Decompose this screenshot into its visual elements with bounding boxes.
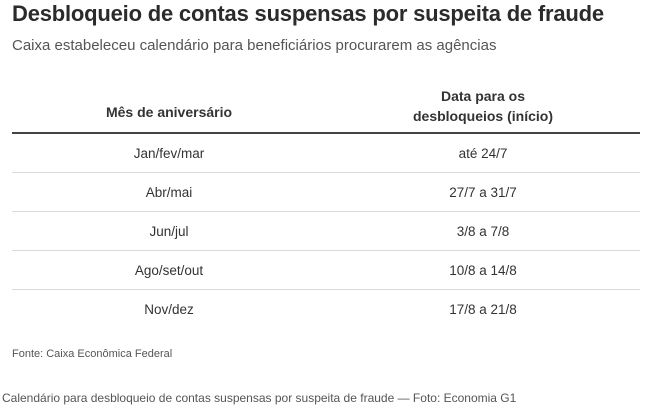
table-header: Mês de aniversário Data para os desbloqu… — [12, 80, 640, 134]
cell-month: Jun/jul — [149, 223, 189, 239]
page-title: Desbloqueio de contas suspensas por susp… — [12, 1, 604, 26]
table-row: Nov/dez 17/8 a 21/8 — [12, 290, 640, 328]
header-date-line1: Data para os — [440, 88, 526, 104]
cell-date: 27/7 a 31/7 — [449, 184, 517, 200]
cell-month: Jan/fev/mar — [133, 145, 205, 161]
cell-date: 10/8 a 14/8 — [449, 262, 517, 278]
header-date: Data para os desbloqueios (início) — [326, 86, 640, 126]
cell-month: Abr/mai — [145, 184, 193, 200]
cell-month: Nov/dez — [144, 301, 194, 317]
header-month: Mês de aniversário — [105, 104, 233, 120]
header-date-line2: desbloqueios (início) — [412, 108, 553, 124]
cell-date: 17/8 a 21/8 — [449, 301, 517, 317]
page-subtitle: Caixa estabeleceu calendário para benefi… — [12, 37, 497, 54]
table-row: Jun/jul 3/8 a 7/8 — [12, 212, 640, 251]
cell-date: até 24/7 — [458, 145, 508, 161]
table-row: Ago/set/out 10/8 a 14/8 — [12, 251, 640, 290]
cell-date: 3/8 a 7/8 — [456, 223, 510, 239]
table-row: Abr/mai 27/7 a 31/7 — [12, 173, 640, 212]
schedule-table: Mês de aniversário Data para os desbloqu… — [12, 80, 640, 328]
source-note: Fonte: Caixa Econômica Federal — [12, 348, 173, 360]
table-row: Jan/fev/mar até 24/7 — [12, 134, 640, 173]
cell-month: Ago/set/out — [134, 262, 204, 278]
image-caption: Calendário para desbloqueio de contas su… — [2, 391, 517, 405]
